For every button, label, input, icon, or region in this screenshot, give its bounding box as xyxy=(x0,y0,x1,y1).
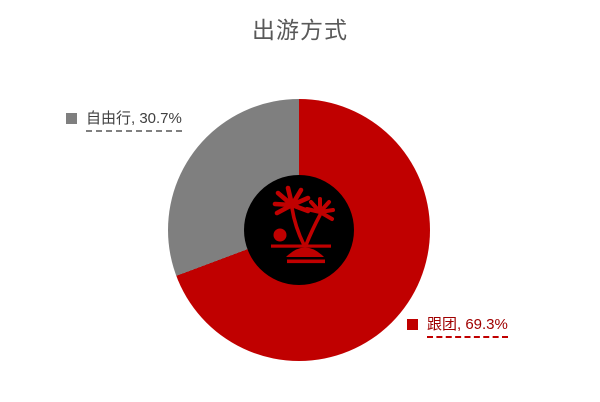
data-label-free-travel: 自由行, 30.7% xyxy=(66,111,182,132)
legend-marker xyxy=(66,113,77,124)
donut-center-disc xyxy=(244,175,354,285)
label-text: 跟团, 69.3% xyxy=(427,317,508,338)
label-text: 自由行, 30.7% xyxy=(86,111,182,132)
legend-marker xyxy=(407,319,418,330)
data-label-group-tour: 跟团, 69.3% xyxy=(407,317,508,338)
chart-title: 出游方式 xyxy=(252,17,348,43)
